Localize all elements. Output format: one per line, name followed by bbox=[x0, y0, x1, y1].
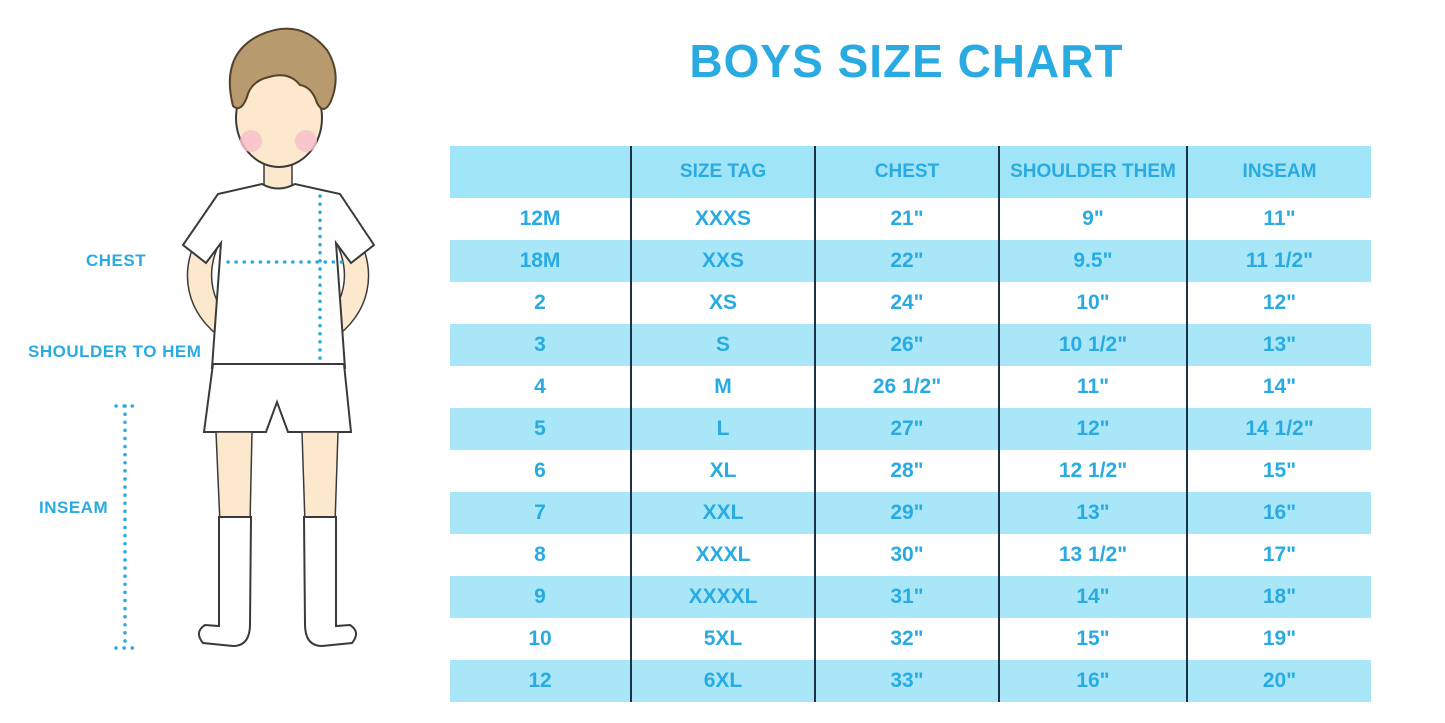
table-cell: 9" bbox=[998, 198, 1187, 240]
table-row: 3 S 26" 10 1/2" 13" bbox=[450, 324, 1371, 366]
table-row: 12M XXXS 21" 9" 11" bbox=[450, 198, 1371, 240]
size-label-cell: 8 bbox=[534, 543, 546, 566]
table-cell: XXL bbox=[630, 492, 815, 534]
inseam-label: INSEAM bbox=[39, 498, 109, 517]
table-row: 4 M 26 1/2" 11" 14" bbox=[450, 366, 1371, 408]
header-cell: SIZE TAG bbox=[630, 146, 815, 198]
table-cell: 6XL bbox=[630, 660, 815, 702]
table-cell: 12" bbox=[998, 408, 1187, 450]
table-cell: 19" bbox=[1186, 618, 1371, 660]
table-cell: L bbox=[630, 408, 815, 450]
boy-tshirt bbox=[181, 182, 376, 369]
table-cell: 27" bbox=[814, 408, 999, 450]
table-cell: XL bbox=[630, 450, 815, 492]
table-cell: 11 1/2" bbox=[1186, 240, 1371, 282]
table-row: 6 XL 28" 12 1/2" 15" bbox=[450, 450, 1371, 492]
shoulder-to-hem-label: SHOULDER TO HEM bbox=[28, 342, 202, 361]
table-cell: 30" bbox=[814, 534, 999, 576]
table-cell: 12 1/2" bbox=[998, 450, 1187, 492]
boy-illustration bbox=[114, 27, 376, 650]
table-cell: 26 1/2" bbox=[814, 366, 999, 408]
table-cell: 17" bbox=[1186, 534, 1371, 576]
table-cell: 15" bbox=[998, 618, 1187, 660]
table-cell: 12" bbox=[1186, 282, 1371, 324]
table-row: 7 XXL 29" 13" 16" bbox=[450, 492, 1371, 534]
size-label-cell: 9 bbox=[534, 585, 546, 608]
table-cell: XXXS bbox=[630, 198, 815, 240]
table-cell: 20" bbox=[1186, 660, 1371, 702]
header-cell: CHEST bbox=[814, 146, 999, 198]
table-cell: 15" bbox=[1186, 450, 1371, 492]
size-label-cell: 4 bbox=[534, 375, 546, 398]
table-cell: 24" bbox=[814, 282, 999, 324]
table-cell: 31" bbox=[814, 576, 999, 618]
size-label-cell: 6 bbox=[534, 459, 546, 482]
table-row: 8 XXXL 30" 13 1/2" 17" bbox=[450, 534, 1371, 576]
table-cell: 21" bbox=[814, 198, 999, 240]
table-cell: 11" bbox=[998, 366, 1187, 408]
table-cell: 16" bbox=[998, 660, 1187, 702]
table-cell: XS bbox=[630, 282, 815, 324]
size-label-cell: 3 bbox=[534, 333, 546, 356]
table-cell: XXXL bbox=[630, 534, 815, 576]
table-row: 12 6XL 33" 16" 20" bbox=[450, 660, 1371, 702]
header-cell: SHOULDER THEM bbox=[998, 146, 1187, 198]
table-cell: 14" bbox=[998, 576, 1187, 618]
table-row: 9 XXXXL 31" 14" 18" bbox=[450, 576, 1371, 618]
size-label-cell: 12M bbox=[519, 207, 561, 230]
table-cell: 32" bbox=[814, 618, 999, 660]
table-head: SIZE TAG CHEST SHOULDER THEM INSEAM bbox=[450, 146, 1371, 198]
table-row: 18M XXS 22" 9.5" 11 1/2" bbox=[450, 240, 1371, 282]
size-chart-table: SIZE TAG CHEST SHOULDER THEM INSEAM 12M XXXS… bbox=[450, 146, 1371, 702]
table-cell: 5XL bbox=[630, 618, 815, 660]
size-label-cell: 18M bbox=[519, 249, 561, 272]
boy-leg-right bbox=[301, 431, 339, 525]
figure-area: CHEST SHOULDER TO HEM INSEAM bbox=[0, 0, 445, 723]
table-cell: XXXXL bbox=[630, 576, 815, 618]
table-cell: 14" bbox=[1186, 366, 1371, 408]
table-cell: 22" bbox=[814, 240, 999, 282]
size-label-cell: 2 bbox=[534, 291, 546, 314]
chest-label: CHEST bbox=[86, 251, 147, 270]
boy-shorts bbox=[202, 363, 353, 433]
table-cell: 14 1/2" bbox=[1186, 408, 1371, 450]
table-cell: 28" bbox=[814, 450, 999, 492]
table-cell: M bbox=[630, 366, 815, 408]
table-row: 10 5XL 32" 15" 19" bbox=[450, 618, 1371, 660]
table-cell: 13" bbox=[998, 492, 1187, 534]
table-cell: 10 1/2" bbox=[998, 324, 1187, 366]
boy-sock-left bbox=[198, 516, 253, 648]
header-cell: INSEAM bbox=[1186, 146, 1371, 198]
table-cell: 13" bbox=[1186, 324, 1371, 366]
table-cell: 26" bbox=[814, 324, 999, 366]
table-cell: XXS bbox=[630, 240, 815, 282]
table-row: 5 L 27" 12" 14 1/2" bbox=[450, 408, 1371, 450]
boy-hair bbox=[228, 27, 337, 110]
size-label-cell: 7 bbox=[534, 501, 546, 524]
table-cell: 18" bbox=[1186, 576, 1371, 618]
boy-leg-left bbox=[215, 431, 253, 525]
table-cell: S bbox=[630, 324, 815, 366]
header-cell-empty bbox=[450, 146, 631, 198]
table-cell: 16" bbox=[1186, 492, 1371, 534]
page-title: BOYS SIZE CHART bbox=[689, 35, 1124, 87]
table-cell: 29" bbox=[814, 492, 999, 534]
blush-left bbox=[240, 130, 262, 152]
boy-sock-right bbox=[302, 516, 357, 648]
table-cell: 13 1/2" bbox=[998, 534, 1187, 576]
table-cell: 9.5" bbox=[998, 240, 1187, 282]
table-cell: 33" bbox=[814, 660, 999, 702]
size-label-cell: 5 bbox=[534, 417, 546, 440]
table-row: 2 XS 24" 10" 12" bbox=[450, 282, 1371, 324]
size-label-cell: 10 bbox=[528, 627, 552, 650]
size-label-cell: 12 bbox=[528, 669, 552, 692]
table-body: 12M XXXS 21" 9" 11" 18M XXS 22" 9.5" 11 1/2" 2 XS 24… bbox=[450, 198, 1371, 702]
blush-right bbox=[295, 130, 317, 152]
table-cell: 11" bbox=[1186, 198, 1371, 240]
table-cell: 10" bbox=[998, 282, 1187, 324]
header-row: SIZE TAG CHEST SHOULDER THEM INSEAM bbox=[450, 146, 1371, 198]
